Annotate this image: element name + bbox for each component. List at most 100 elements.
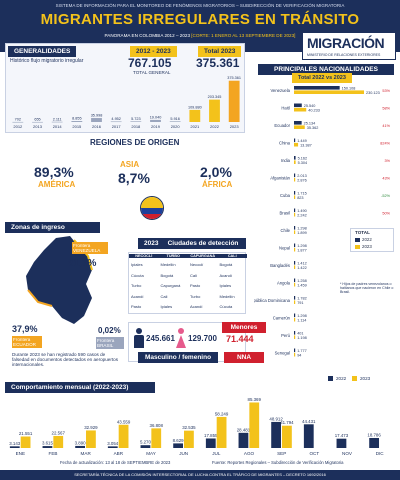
frontera-venezuela-label: Frontera VENEZUELA	[72, 242, 108, 254]
nat-bar-2023	[294, 195, 296, 199]
hist-value-label: 19.040	[150, 115, 162, 119]
mensual-bar-2022	[107, 446, 118, 448]
nat-bar-2022	[294, 331, 296, 335]
menores-value: 71.444	[226, 334, 254, 344]
generalidades-panel	[5, 43, 245, 133]
hist-bar	[169, 121, 181, 122]
nat-bar-2022	[294, 296, 296, 300]
masculino-value: 245.661	[146, 334, 175, 343]
nat-bar-2022	[294, 191, 296, 195]
hist-bar	[189, 109, 201, 122]
nat-value-2022: 150.108	[342, 86, 356, 90]
nat-value-2022: 1.258	[297, 279, 307, 283]
ciudades-cell: Capurganá	[160, 283, 181, 288]
zonas-title: Zonas de ingreso	[5, 222, 100, 233]
mensual-bar-2023	[20, 436, 31, 448]
hist-year-label: 2018	[131, 124, 141, 129]
frontera-ecuador-pct: 37,9%	[12, 324, 38, 334]
nat-value-2022: 5.162	[298, 156, 308, 160]
nat-legend-2023: 2023	[362, 244, 372, 249]
mensual-value-2023: 21.551	[19, 431, 33, 436]
mensual-bar-2022	[42, 446, 53, 448]
ciudades-cell: Ipiales	[131, 262, 143, 267]
nat-legend-panel: TOTAL 2022 2023	[350, 228, 394, 252]
mensual-legend-2023-swatch	[352, 376, 357, 381]
nat-value-2023: 1.114	[297, 318, 306, 322]
ciudades-cell: Cali	[160, 293, 168, 299]
mensual-month-label: OCT	[309, 451, 319, 456]
region-africa-pct: 2,0%	[200, 164, 232, 180]
mensual-value-2023: 41.794	[280, 420, 294, 425]
footer: SECRETARÍA TÉCNICA DE LA COMISIÓN INTERS…	[0, 470, 400, 480]
mensual-value-2022: 17.855	[204, 433, 218, 438]
nat-country-label: Venezuela	[270, 88, 290, 93]
hist-bar	[110, 121, 122, 123]
nat-country-label: Cuba	[280, 193, 291, 198]
nat-bar-2022	[294, 156, 296, 160]
mensual-bar-2023	[249, 402, 260, 448]
nat-value-2023: 230.123	[366, 91, 380, 95]
ciudades-column-header: CALI	[217, 254, 247, 258]
mensual-value-2022: 17.473	[335, 433, 349, 438]
hist-value-label: 109.880	[188, 105, 202, 109]
mensual-month-label: JUN	[179, 451, 188, 456]
mensual-bar-2023	[86, 430, 96, 448]
region-america-pct: 89,3%	[34, 164, 74, 180]
nna-label: NNA	[224, 352, 264, 363]
total-2023-label: Total 2023	[198, 46, 242, 57]
nat-bar-2022	[294, 226, 296, 230]
hist-value-label: 655	[34, 117, 40, 121]
frontera-ecuador-label: Frontera ECUADOR	[12, 336, 42, 348]
nat-value-2023: 40.233	[308, 108, 320, 112]
nat-legend-2022: 2022	[362, 237, 372, 242]
mensual-value-2023: 85.369	[248, 397, 262, 402]
ciudades-cell: Ipiales	[160, 304, 173, 309]
nat-value-2022: 25.134	[304, 121, 316, 125]
nat-value-2023: 1.877	[297, 248, 307, 252]
mensual-bar-2022	[140, 445, 151, 448]
ciudades-cell: Turbo	[190, 293, 201, 299]
ciudades-cell: Bogotá	[219, 262, 233, 267]
nacionalidades-subtitle: Total 2022 vs 2023	[292, 73, 352, 83]
hist-year-label: 2014	[53, 124, 63, 129]
fuente-text: Fuente: Reportes Regionales – Subdirecci…	[212, 460, 344, 465]
hist-year-label: 2013	[33, 124, 43, 129]
ciudades-column-header: TURBO	[158, 254, 188, 258]
nacionalidades-bar-chart: Venezuela 150.108 230.123 53% Haití 25.54040.…	[254, 86, 391, 357]
mensual-bar-2023	[184, 430, 194, 448]
colombia-shape	[26, 236, 92, 324]
hist-value-label: 702	[15, 117, 21, 121]
header-subtitle: PANORAMA EN COLOMBIA 2012 – 2023 [CORTE:…	[0, 33, 400, 38]
nat-value-2022: 1.412	[297, 261, 307, 265]
nat-value-2022: 1.298	[297, 244, 307, 248]
female-icon	[176, 328, 186, 348]
hist-bar	[209, 99, 220, 122]
nat-bar-2022	[294, 243, 296, 248]
hist-bar	[228, 80, 240, 122]
nat-bar-2023	[294, 125, 305, 129]
mensual-month-label: FEB	[49, 451, 58, 456]
nat-country-label: Bangladés	[270, 263, 290, 268]
mensual-month-label: MAY	[146, 451, 156, 456]
ciudades-cell: Cúcuta	[131, 272, 144, 278]
mensual-value-2023: 32.929	[84, 425, 98, 430]
mensual-bar-2022	[271, 421, 282, 448]
nat-change-label: 41%	[382, 124, 390, 128]
hist-year-label: 2019	[151, 124, 161, 129]
nat-value-2022: 1.490	[297, 209, 307, 213]
nat-bar-2022	[294, 348, 296, 353]
fecha-actualizacion: Fecha de actualización: 13 al 18 de SEPT…	[60, 460, 171, 465]
nat-bar-2022	[294, 138, 296, 143]
nat-value-2023: 2.242	[297, 213, 307, 217]
ciudades-cell: Medellín	[160, 262, 176, 267]
hist-value-label: 5.916	[170, 117, 180, 121]
mensual-bar-2023	[216, 416, 227, 448]
mensual-bar-2022	[75, 445, 86, 448]
nacionalidades-title-text: PRINCIPALES NACIONALIDADES	[274, 66, 378, 73]
hist-year-label: 2022	[210, 124, 220, 129]
mensual-value-2023: 43.559	[117, 419, 131, 424]
ciudades-grid: NECOCLÍ TURBO CAPURGANÁ CALI Ipiales Medellín…	[129, 253, 247, 315]
ciudades-cell: Necoclí	[190, 262, 204, 267]
nat-bar-2023	[294, 90, 364, 94]
nat-value-2023: 5.304	[298, 161, 308, 165]
